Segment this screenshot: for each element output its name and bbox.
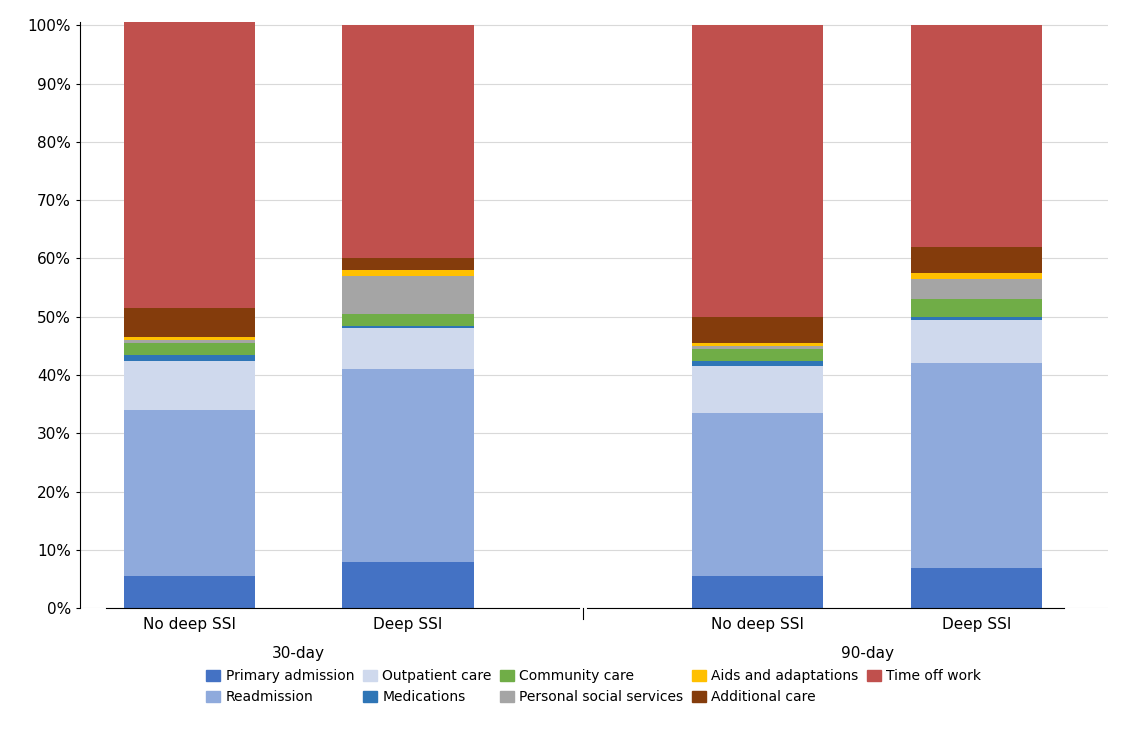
Bar bbox=[692, 413, 823, 577]
Bar bbox=[911, 279, 1043, 299]
Bar bbox=[692, 25, 823, 317]
Bar bbox=[911, 247, 1043, 273]
Bar bbox=[123, 577, 255, 608]
Bar bbox=[343, 562, 474, 608]
Bar bbox=[343, 370, 474, 562]
Bar bbox=[343, 329, 474, 370]
Bar bbox=[123, 22, 255, 308]
Bar bbox=[692, 361, 823, 367]
Bar bbox=[343, 326, 474, 329]
Bar bbox=[343, 258, 474, 270]
Bar bbox=[911, 364, 1043, 568]
Bar bbox=[343, 276, 474, 314]
Text: 90-day: 90-day bbox=[841, 646, 894, 661]
Bar bbox=[692, 349, 823, 361]
Bar bbox=[123, 361, 255, 410]
Bar bbox=[911, 320, 1043, 364]
Bar bbox=[123, 355, 255, 361]
Bar bbox=[343, 25, 474, 258]
Bar bbox=[123, 337, 255, 340]
Bar bbox=[911, 299, 1043, 317]
Bar bbox=[123, 343, 255, 355]
Bar bbox=[123, 308, 255, 337]
Bar bbox=[911, 273, 1043, 279]
Bar bbox=[123, 340, 255, 343]
Bar bbox=[343, 270, 474, 276]
Bar bbox=[692, 343, 823, 346]
Bar bbox=[692, 367, 823, 413]
Bar bbox=[343, 314, 474, 326]
Bar bbox=[692, 346, 823, 349]
Legend: Primary admission, Readmission, Outpatient care, Medications, Community care, Pe: Primary admission, Readmission, Outpatie… bbox=[207, 669, 981, 704]
Bar bbox=[911, 568, 1043, 608]
Bar bbox=[911, 25, 1043, 247]
Bar bbox=[123, 410, 255, 577]
Text: 30-day: 30-day bbox=[272, 646, 325, 661]
Bar bbox=[911, 317, 1043, 320]
Bar bbox=[692, 317, 823, 343]
Bar bbox=[692, 577, 823, 608]
